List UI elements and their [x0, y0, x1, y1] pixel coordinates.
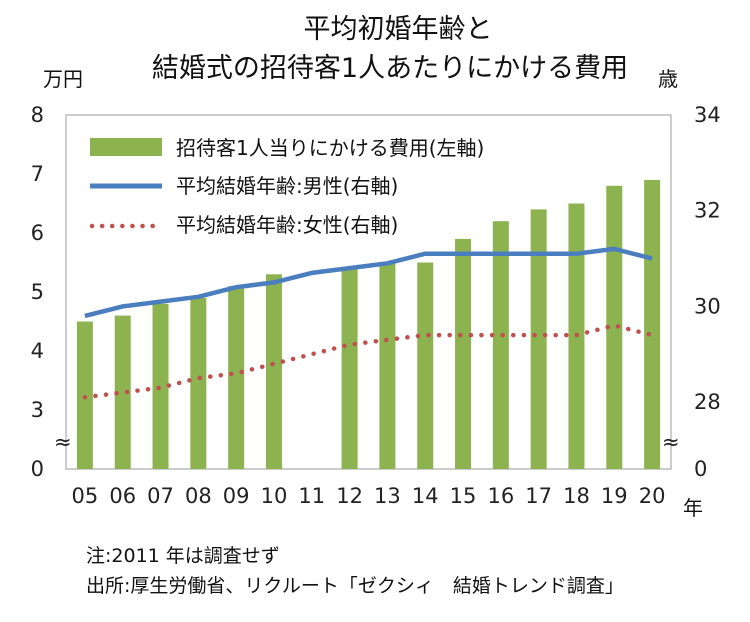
legend-label-male: 平均結婚年齢:男性(右軸)	[176, 174, 398, 198]
bar-07	[152, 303, 169, 469]
x-tick-18: 18	[563, 484, 590, 508]
x-tick-20: 20	[639, 484, 666, 508]
legend-bar-swatch	[90, 138, 162, 156]
x-tick-17: 17	[525, 484, 552, 508]
x-tick-19: 19	[601, 484, 628, 508]
x-tick-15: 15	[450, 484, 477, 508]
bar-08	[190, 297, 207, 469]
x-tick-09: 09	[223, 484, 250, 508]
chart-title-line-1: 平均初婚年齢と	[304, 14, 493, 45]
right-tick-30: 30	[694, 294, 721, 318]
note-text: 注:2011 年は調査せず	[86, 545, 280, 567]
left-tick-5: 5	[31, 280, 44, 304]
right-axis-unit: 歳	[658, 67, 678, 91]
legend-label-female: 平均結婚年齢:女性(右軸)	[176, 213, 398, 237]
bar-06	[114, 315, 131, 469]
right-tick-32: 32	[694, 199, 721, 223]
right-tick-28: 28	[694, 390, 721, 414]
bar-10	[265, 274, 282, 469]
bar-09	[228, 286, 245, 469]
x-axis-unit: 年	[683, 496, 703, 520]
left-tick-0: 0	[31, 457, 44, 481]
x-tick-08: 08	[185, 484, 212, 508]
x-tick-11: 11	[298, 484, 325, 508]
left-axis-break: ≈	[54, 430, 72, 454]
bar-17	[530, 209, 547, 469]
bar-19	[606, 185, 623, 470]
bar-13	[379, 262, 396, 469]
bar-20	[644, 179, 661, 469]
left-tick-6: 6	[31, 221, 44, 245]
left-tick-7: 7	[31, 162, 44, 186]
x-tick-05: 05	[72, 484, 99, 508]
source-text: 出所:厚生労働省、リクルート「ゼクシィ 結婚トレンド調査」	[86, 575, 624, 597]
right-axis-break: ≈	[662, 430, 680, 454]
x-tick-16: 16	[487, 484, 514, 508]
bar-12	[341, 268, 358, 469]
legend-label-cost: 招待客1人当りにかける費用(左軸)	[176, 136, 484, 160]
x-tick-06: 06	[109, 484, 136, 508]
x-tick-10: 10	[261, 484, 288, 508]
left-axis-unit: 万円	[43, 67, 83, 91]
x-tick-07: 07	[147, 484, 174, 508]
left-tick-3: 3	[31, 398, 44, 422]
line-series-group	[82, 246, 655, 400]
chart-title-line-2: 結婚式の招待客1人あたりにかける費用	[152, 53, 628, 84]
line-series-female	[82, 323, 655, 400]
bar-14	[417, 262, 434, 469]
x-tick-14: 14	[412, 484, 439, 508]
legend: 招待客1人当りにかける費用(左軸) 平均結婚年齢:男性(右軸) 平均結婚年齢:女…	[89, 136, 484, 237]
bar-16	[492, 221, 509, 469]
x-tick-13: 13	[374, 484, 401, 508]
right-tick-0: 0	[694, 457, 707, 481]
x-tick-12: 12	[336, 484, 363, 508]
bar-15	[455, 238, 472, 469]
left-tick-4: 4	[31, 339, 44, 363]
line-series-male	[84, 246, 653, 319]
right-tick-34: 34	[694, 103, 721, 127]
left-tick-8: 8	[31, 103, 44, 127]
